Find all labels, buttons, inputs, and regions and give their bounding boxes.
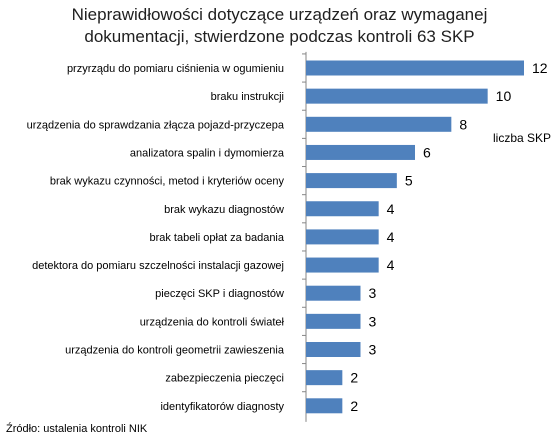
chart-title-line-1: Nieprawidłowości dotyczące urządzeń oraz… xyxy=(71,5,488,24)
category-label: brak wykazu diagnostów xyxy=(164,204,284,216)
series-label: liczba SKP xyxy=(493,131,552,145)
data-label: 5 xyxy=(405,173,413,189)
bar xyxy=(306,201,379,217)
chart-title: Nieprawidłowości dotyczące urządzeń oraz… xyxy=(0,4,559,48)
bar xyxy=(306,229,379,245)
category-label: przyrządu do pomiaru ciśnienia w ogumien… xyxy=(67,63,284,75)
category-label: brak tabeli opłat za badania xyxy=(149,232,284,244)
bar xyxy=(306,116,452,132)
bar xyxy=(306,88,488,104)
bar xyxy=(306,173,397,189)
bar xyxy=(306,313,361,329)
data-label: 6 xyxy=(423,144,431,160)
bar xyxy=(306,60,524,76)
category-label: identyfikatorów diagnosty xyxy=(160,401,284,413)
category-label: urządzenia do sprawdzania złącza pojazd-… xyxy=(27,119,285,131)
data-label: 10 xyxy=(496,88,512,104)
bar xyxy=(306,398,343,414)
data-label: 3 xyxy=(369,342,377,358)
data-label: 4 xyxy=(387,201,395,217)
chart-title-line-2: dokumentacji, stwierdzone podczas kontro… xyxy=(84,27,475,46)
data-label: 8 xyxy=(459,116,467,132)
category-label: brak wykazu czynności, metod i kryteriów… xyxy=(50,176,285,188)
category-label: detektora do pomiaru szczelności instala… xyxy=(32,260,284,272)
bar xyxy=(306,144,415,160)
data-label: 3 xyxy=(369,285,377,301)
category-label: pieczęci SKP i diagnostów xyxy=(155,288,284,300)
category-label: urządzenia do kontroli świateł xyxy=(140,316,285,328)
data-label: 2 xyxy=(350,370,358,386)
source-note: Źródło: ustalenia kontroli NIK xyxy=(6,423,148,435)
data-label: 12 xyxy=(532,60,548,76)
category-label: zabezpieczenia pieczęci xyxy=(165,373,284,385)
data-label: 4 xyxy=(387,257,395,273)
category-label: urządzenia do kontroli geometrii zawiesz… xyxy=(65,345,285,357)
bar xyxy=(306,342,361,357)
data-label: 2 xyxy=(350,398,358,414)
category-label: braku instrukcji xyxy=(211,91,284,103)
category-label: analizatora spalin i dymomierza xyxy=(130,147,285,159)
bar xyxy=(306,285,361,301)
bar xyxy=(306,257,379,273)
data-label: 4 xyxy=(387,229,395,245)
data-label: 3 xyxy=(369,313,377,329)
bar xyxy=(306,370,343,386)
